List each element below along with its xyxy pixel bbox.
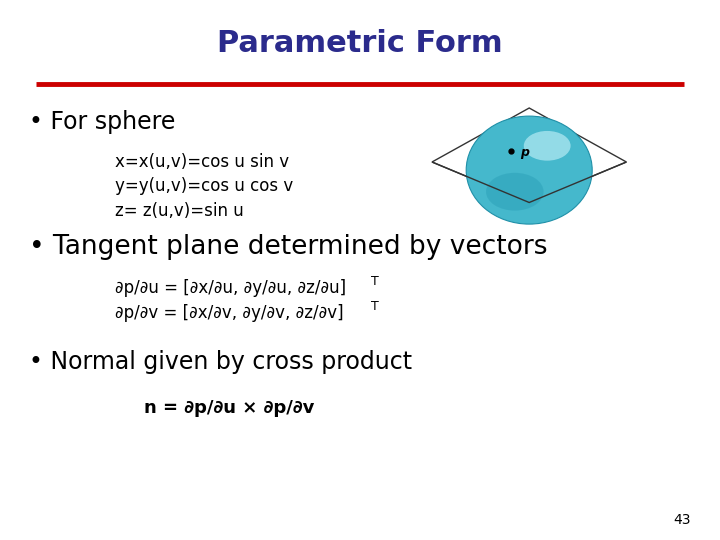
Text: ∂p/∂v = [∂x/∂v, ∂y/∂v, ∂z/∂v]: ∂p/∂v = [∂x/∂v, ∂y/∂v, ∂z/∂v]	[115, 303, 344, 322]
Ellipse shape	[524, 131, 571, 160]
Text: p: p	[520, 146, 528, 159]
Text: 43: 43	[674, 512, 691, 526]
Text: T: T	[371, 275, 379, 288]
Text: n = ∂p/∂u × ∂p/∂v: n = ∂p/∂u × ∂p/∂v	[144, 399, 315, 417]
Text: y=y(u,v)=cos u cos v: y=y(u,v)=cos u cos v	[115, 177, 294, 195]
Text: Parametric Form: Parametric Form	[217, 29, 503, 58]
Text: • Normal given by cross product: • Normal given by cross product	[29, 350, 412, 374]
Ellipse shape	[486, 173, 544, 211]
Text: ∂p/∂u = [∂x/∂u, ∂y/∂u, ∂z/∂u]: ∂p/∂u = [∂x/∂u, ∂y/∂u, ∂z/∂u]	[115, 279, 346, 298]
Text: • For sphere: • For sphere	[29, 110, 175, 133]
Ellipse shape	[467, 116, 593, 224]
Text: z= z(u,v)=sin u: z= z(u,v)=sin u	[115, 201, 244, 220]
Text: T: T	[371, 300, 379, 313]
Text: • Tangent plane determined by vectors: • Tangent plane determined by vectors	[29, 234, 547, 260]
Text: x=x(u,v)=cos u sin v: x=x(u,v)=cos u sin v	[115, 153, 289, 171]
